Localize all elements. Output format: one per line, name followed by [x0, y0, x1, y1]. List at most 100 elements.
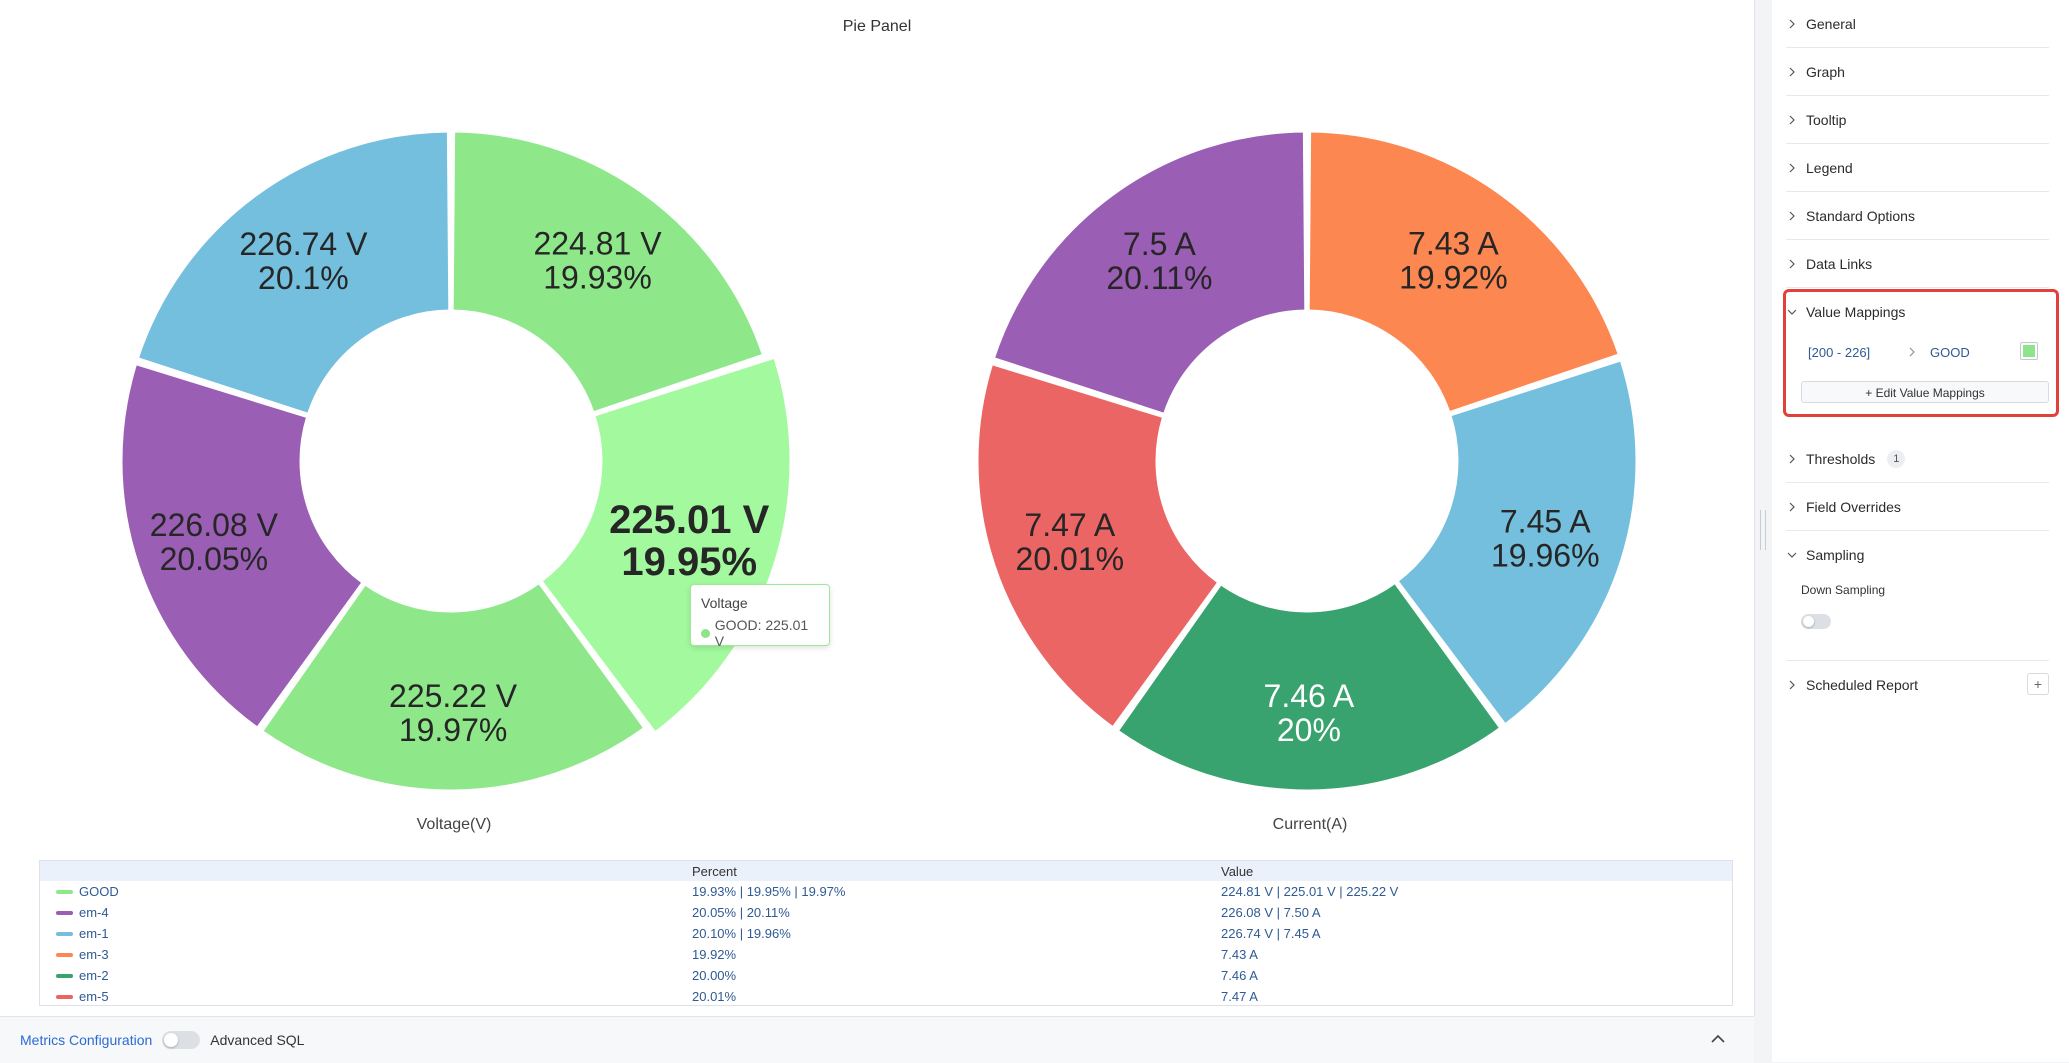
legend-swatch	[56, 994, 73, 999]
voltage-slice-0[interactable]: 224.81 V19.93%	[450, 129, 766, 415]
metrics-configuration-tab[interactable]: Metrics Configuration	[20, 1032, 153, 1048]
legend-percent: 20.01%	[692, 989, 737, 1004]
legend-name: em-5	[40, 989, 692, 1004]
section-standard-options[interactable]: Standard Options	[1786, 192, 2049, 240]
swatch-fill	[2023, 345, 2035, 357]
tooltip-row: GOOD: 225.01 V	[701, 617, 819, 649]
section-value-mappings[interactable]: Value Mappings	[1786, 288, 2049, 335]
legend-value: 7.47 A	[1221, 989, 1258, 1004]
chevron-up-icon[interactable]	[1708, 1029, 1728, 1049]
current-slice-0[interactable]: 7.43 A19.92%	[1306, 129, 1621, 415]
current-slice-arc-2[interactable]	[1115, 580, 1503, 793]
legend-rows: GOOD 19.93% | 19.95% | 19.97% 224.81 V |…	[40, 881, 1732, 1007]
voltage-slice-4[interactable]: 226.74 V20.1%	[135, 129, 452, 416]
legend-name-text: em-4	[79, 905, 109, 920]
legend-percent: 19.92%	[692, 947, 737, 962]
advanced-sql-toggle[interactable]	[162, 1031, 201, 1049]
current-slice-3[interactable]: 7.47 A20.01%	[975, 362, 1221, 730]
legend-percent: 20.10% | 19.96%	[692, 926, 791, 941]
legend-row[interactable]: GOOD 19.93% | 19.95% | 19.97% 224.81 V |…	[40, 881, 1732, 902]
add-scheduled-report-button[interactable]: +	[2027, 673, 2049, 695]
pie-charts: 224.81 V19.93%225.01 V19.95%225.22 V19.9…	[119, 129, 1639, 793]
legend-name-text: em-5	[79, 989, 109, 1004]
value-mapping-color-swatch[interactable]	[2020, 342, 2038, 360]
voltage-slice-percent-label-2: 19.97%	[399, 712, 508, 748]
section-field-overrides[interactable]: Field Overrides	[1786, 483, 2049, 531]
value-mapping-text: GOOD	[1930, 344, 1970, 360]
legend-swatch	[56, 952, 73, 957]
chevron-right-icon	[1789, 502, 1795, 511]
chart-tooltip: Voltage GOOD: 225.01 V	[690, 584, 830, 649]
chevron-right-icon	[1789, 259, 1795, 268]
current-slice-value-label-4: 7.5 A	[1123, 226, 1197, 262]
chevron-right-icon	[1789, 454, 1795, 463]
section-thresholds[interactable]: Thresholds 1	[1786, 435, 2049, 483]
current-slice-2[interactable]: 7.46 A20%	[1115, 580, 1503, 793]
edit-value-mappings-button[interactable]: + Edit Value Mappings	[1801, 381, 2049, 403]
legend-swatch	[56, 931, 73, 936]
current-slice-arc-0[interactable]	[1306, 129, 1621, 415]
legend-name: em-3	[40, 947, 692, 962]
chevron-right-icon	[1789, 67, 1795, 76]
section-scheduled-report[interactable]: Scheduled Report +	[1786, 660, 2049, 708]
section-data-links[interactable]: Data Links	[1786, 240, 2049, 288]
legend-swatch	[56, 973, 73, 978]
legend-name-text: em-3	[79, 947, 109, 962]
bottom-bar: Metrics Configuration Advanced SQL	[0, 1016, 1754, 1063]
voltage-slice-3[interactable]: 226.08 V20.05%	[119, 362, 365, 730]
value-mapping-row[interactable]: [200 - 226] GOOD	[1808, 340, 2048, 364]
legend-name: em-4	[40, 905, 692, 920]
legend-row[interactable]: em-5 20.01% 7.47 A	[40, 986, 1732, 1007]
legend-table: Percent Value GOOD 19.93% | 19.95% | 19.…	[39, 860, 1733, 1006]
current-slice-arc-1[interactable]	[1395, 358, 1639, 727]
voltage-slice-arc-4[interactable]	[135, 129, 452, 416]
legend-row[interactable]: em-4 20.05% | 20.11% 226.08 V | 7.50 A	[40, 902, 1732, 923]
section-general[interactable]: General	[1786, 0, 2049, 48]
section-label: Field Overrides	[1806, 498, 1901, 515]
section-label: Value Mappings	[1806, 303, 1906, 320]
voltage-slice-value-label-0: 224.81 V	[533, 225, 662, 261]
options-side-panel: General Graph Tooltip Legend Standard Option…	[1772, 0, 2069, 1062]
legend-name-text: em-2	[79, 968, 109, 983]
chevron-down-icon	[1787, 309, 1797, 315]
section-graph[interactable]: Graph	[1786, 48, 2049, 96]
current-slice-percent-label-4: 20.11%	[1106, 260, 1212, 296]
legend-value: 226.08 V | 7.50 A	[1221, 905, 1321, 920]
chevron-right-icon	[1789, 115, 1795, 124]
legend-row[interactable]: em-2 20.00% 7.46 A	[40, 965, 1732, 986]
current-slice-percent-label-1: 19.96%	[1491, 538, 1600, 574]
current-slice-arc-3[interactable]	[975, 362, 1221, 730]
voltage-slice-arc-2[interactable]	[260, 580, 647, 793]
legend-swatch	[56, 889, 73, 894]
main-panel: Pie Panel 224.81 V 19.93% 225.01 V 19.95% 22…	[0, 0, 1755, 1016]
tooltip-dot-icon	[701, 628, 710, 638]
voltage-slice-arc-0[interactable]	[450, 129, 766, 415]
legend-row[interactable]: em-3 19.92% 7.43 A	[40, 944, 1732, 965]
section-sampling[interactable]: Sampling	[1786, 531, 2049, 578]
current-slice-1[interactable]: 7.45 A19.96%	[1395, 358, 1639, 727]
chevron-right-icon	[1789, 680, 1795, 689]
current-slice-value-label-3: 7.47 A	[1024, 507, 1115, 543]
voltage-slice-arc-3[interactable]	[119, 362, 365, 730]
legend-header-value[interactable]: Value	[1221, 863, 1254, 879]
panel-resize-handle[interactable]	[1760, 510, 1766, 550]
panel-title: Pie Panel	[842, 18, 912, 35]
current-slice-4[interactable]: 7.5 A20.11%	[991, 129, 1308, 416]
legend-percent: 20.05% | 20.11%	[692, 905, 790, 920]
tooltip-title: Voltage	[701, 595, 748, 611]
voltage-slice-percent-label-1: 19.95%	[621, 540, 757, 584]
legend-percent: 19.93% | 19.95% | 19.97%	[692, 884, 846, 899]
current-chart-caption: Current(A)	[1272, 816, 1348, 833]
section-legend[interactable]: Legend	[1786, 144, 2049, 192]
legend-row[interactable]: em-1 20.10% | 19.96% 226.74 V | 7.45 A	[40, 923, 1732, 944]
current-slice-arc-4[interactable]	[991, 129, 1308, 416]
advanced-sql-label: Advanced SQL	[210, 1032, 305, 1048]
legend-header-percent[interactable]: Percent	[692, 863, 737, 879]
voltage-slice-value-label-2: 225.22 V	[389, 678, 518, 714]
voltage-slice-value-label-1: 225.01 V	[609, 498, 769, 542]
chevron-right-icon	[1909, 347, 1915, 357]
voltage-slice-percent-label-3: 20.05%	[160, 541, 269, 577]
section-tooltip[interactable]: Tooltip	[1786, 96, 2049, 144]
voltage-slice-2[interactable]: 225.22 V19.97%	[260, 580, 647, 793]
down-sampling-toggle[interactable]	[1801, 614, 1831, 629]
